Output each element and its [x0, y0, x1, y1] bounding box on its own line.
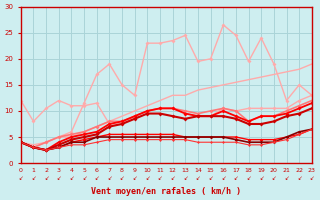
- X-axis label: Vent moyen/en rafales ( km/h ): Vent moyen/en rafales ( km/h ): [91, 187, 241, 196]
